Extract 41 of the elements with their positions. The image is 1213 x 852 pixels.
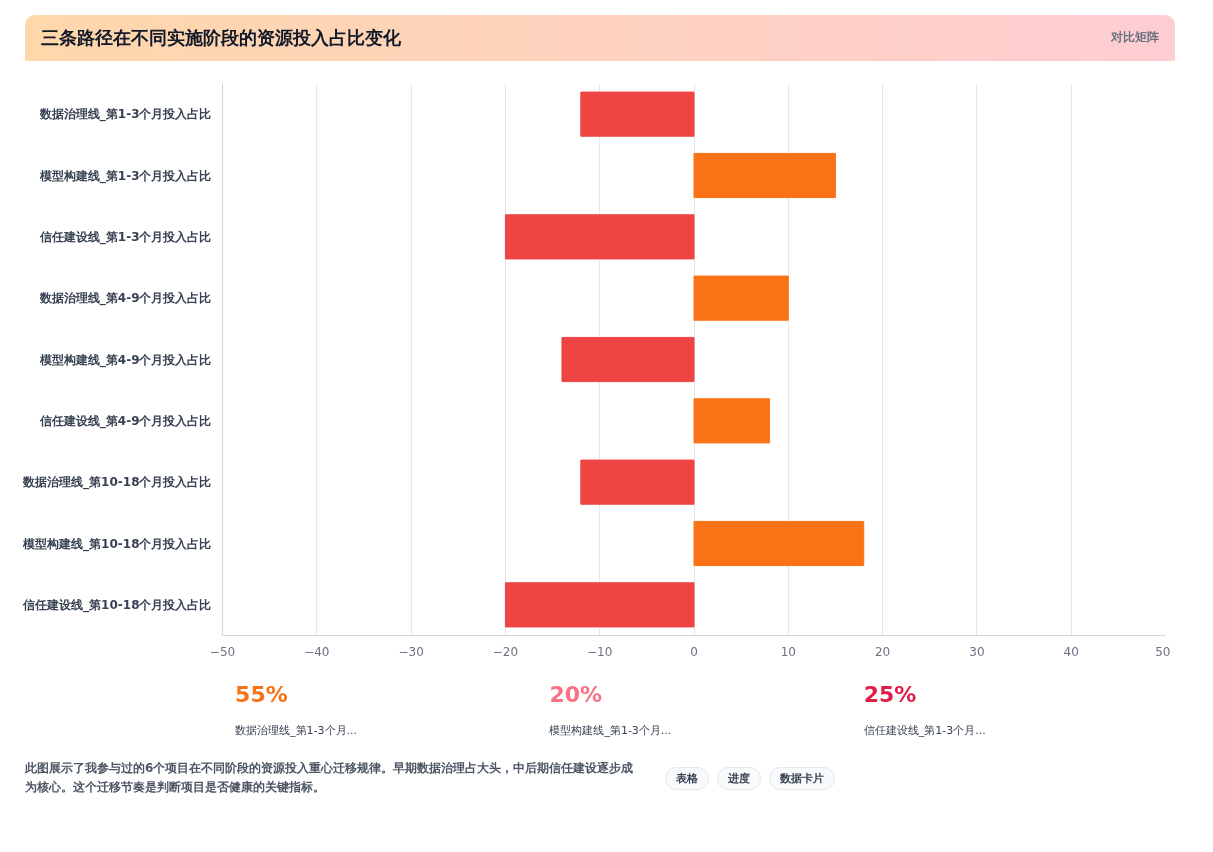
text: 表格 bbox=[665, 766, 709, 790]
x-tick-label: −10 bbox=[587, 644, 613, 659]
bar bbox=[580, 91, 695, 137]
bar bbox=[580, 459, 695, 505]
bar bbox=[693, 520, 865, 567]
bar bbox=[693, 398, 770, 444]
text: 数据卡片 bbox=[769, 766, 835, 790]
category-label: 数据治理线_第1-3个月... bbox=[235, 723, 358, 737]
y-tick-label: 信任建设线_第1-3个月投入占比 bbox=[38, 229, 212, 245]
y-tick-label: 信任建设线_第10-18个月投入占比 bbox=[22, 597, 212, 613]
y-tick-label: 模型构建线_第4-9个月投入占比 bbox=[38, 352, 212, 368]
y-tick-label: 数据治理线_第1-3个月投入占比 bbox=[38, 107, 212, 123]
x-tick-label: 50 bbox=[1155, 644, 1171, 659]
chart-subtitle: 对比矩阵 bbox=[1111, 29, 1159, 47]
data-label: 55% bbox=[235, 681, 288, 707]
x-tick-label: −30 bbox=[398, 644, 424, 659]
data-label: 25% bbox=[863, 681, 917, 707]
bar bbox=[693, 152, 836, 199]
data-label: 20% bbox=[549, 681, 603, 707]
text: 此图展示了我参与过的6个项目在不同阶段的资源投入重心迁移规律。早期数据治理占大头，中后期信任建设逐步成为核心。这个迁移节奏是判断项目是否健康的关键指标。 bbox=[25, 760, 635, 797]
x-tick-label: 40 bbox=[1063, 644, 1079, 659]
y-tick-label: 信任建设线_第4-9个月投入占比 bbox=[38, 413, 212, 429]
y-tick-label: 数据治理线_第4-9个月投入占比 bbox=[38, 291, 212, 307]
y-tick-label: 模型构建线_第1-3个月投入占比 bbox=[38, 168, 212, 184]
x-tick-label: 10 bbox=[780, 644, 796, 659]
bar bbox=[561, 336, 695, 383]
category-label: 信任建设线_第1-3个月... bbox=[863, 723, 986, 737]
bar bbox=[504, 582, 695, 628]
text: 进度 bbox=[717, 766, 761, 790]
bar bbox=[504, 214, 695, 260]
chart-title: 三条路径在不同实施阶段的资源投入占比变化 bbox=[41, 26, 401, 50]
x-tick-label: −40 bbox=[304, 644, 330, 659]
x-tick-label: −50 bbox=[209, 644, 236, 659]
x-tick-label: 20 bbox=[874, 644, 891, 659]
category-label: 模型构建线_第1-3个月... bbox=[549, 723, 672, 737]
x-tick-label: 0 bbox=[690, 644, 698, 659]
y-tick-label: 模型构建线_第10-18个月投入占比 bbox=[22, 536, 212, 552]
y-tick-label: 数据治理线_第10-18个月投入占比 bbox=[22, 475, 212, 491]
x-tick-label: −20 bbox=[492, 644, 519, 659]
bar bbox=[693, 275, 789, 321]
x-tick-label: 30 bbox=[969, 644, 985, 659]
